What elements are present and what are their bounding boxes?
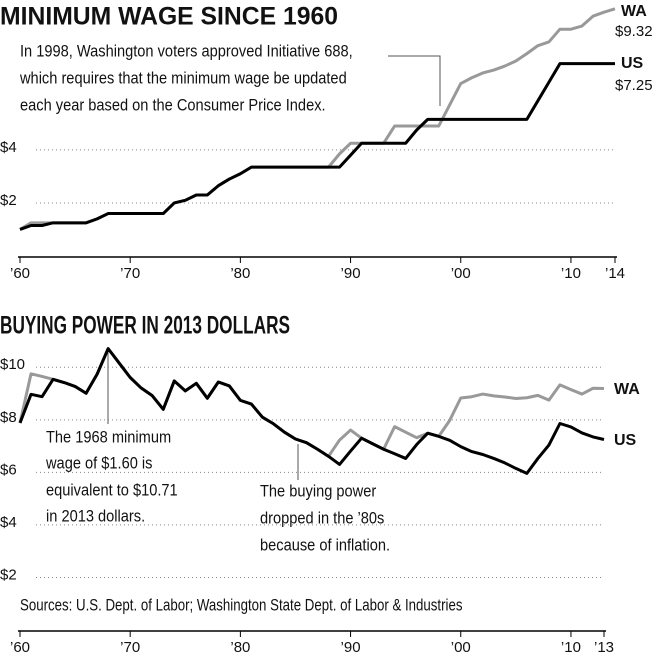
y-tick-label: $4 — [0, 514, 17, 531]
annotation: In 1998, Washington voters approved Init… — [20, 41, 353, 60]
x-tick-label: ’00 — [451, 639, 471, 656]
value-label: $7.25 — [615, 77, 653, 94]
y-tick-label: $10 — [0, 356, 25, 373]
chart-title: MINIMUM WAGE SINCE 1960 — [0, 3, 338, 31]
annotation: wage of $1.60 is — [45, 453, 152, 472]
x-tick-label: ’14 — [605, 265, 625, 282]
value-label: $9.32 — [615, 23, 653, 40]
x-tick-label: ’70 — [120, 639, 140, 656]
x-tick-label: ’13 — [594, 639, 614, 656]
y-tick-label: $2 — [0, 566, 17, 583]
x-tick-label: ’60 — [10, 265, 30, 282]
x-tick-label: ’60 — [10, 639, 30, 656]
y-tick-label: $8 — [0, 409, 17, 426]
annotation: each year based on the Consumer Price In… — [20, 95, 326, 114]
annotation: in 2013 dollars. — [46, 506, 145, 525]
source-note: Sources: U.S. Dept. of Labor; Washington… — [20, 595, 462, 614]
y-tick-label: $6 — [0, 461, 17, 478]
annotation: because of inflation. — [260, 535, 390, 554]
series-label: WA — [614, 381, 640, 398]
series-label: US — [614, 432, 637, 449]
annotation: equivalent to $10.71 — [46, 480, 178, 499]
chart-title: BUYING POWER IN 2013 DOLLARS — [0, 312, 290, 340]
annotation: The buying power — [260, 481, 377, 500]
leader-line — [388, 55, 441, 106]
series-line — [19, 62, 615, 231]
x-tick-label: ’10 — [561, 639, 581, 656]
series-label: US — [621, 55, 644, 72]
series-line — [18, 347, 605, 475]
annotation: The 1968 minimum — [46, 427, 171, 446]
x-tick-label: ’80 — [230, 639, 250, 656]
y-tick-label: $2 — [0, 192, 17, 209]
y-tick-label: $4 — [0, 139, 17, 156]
x-tick-label: ’70 — [120, 265, 140, 282]
x-tick-label: ’90 — [341, 639, 361, 656]
series-label: WA — [621, 3, 647, 20]
x-tick-label: ’10 — [561, 265, 581, 282]
x-tick-label: ’90 — [341, 265, 361, 282]
annotation: which requires that the minimum wage be … — [19, 68, 347, 87]
x-tick-label: ’00 — [451, 265, 471, 282]
x-tick-label: ’80 — [230, 265, 250, 282]
annotation: dropped in the ’80s — [260, 508, 384, 527]
